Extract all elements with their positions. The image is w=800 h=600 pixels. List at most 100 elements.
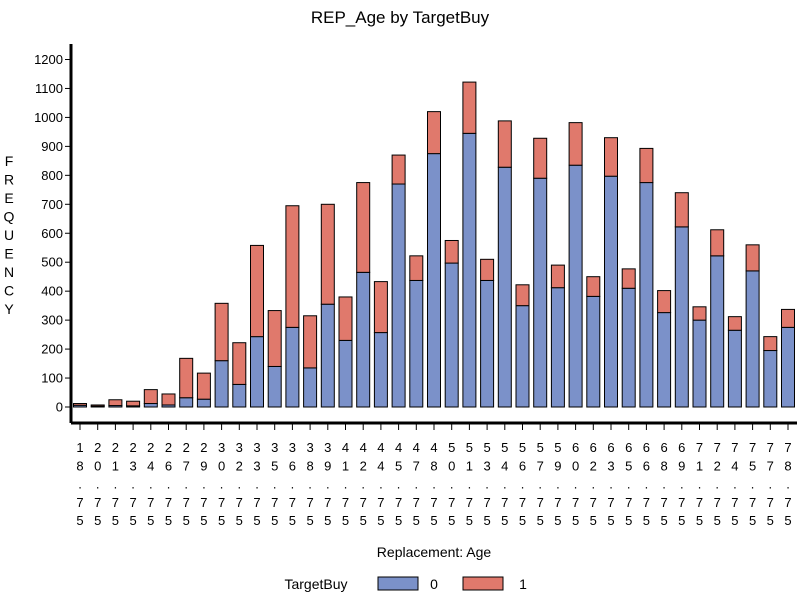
y-tick-label: 400	[41, 284, 63, 299]
bar-segment-series-1	[303, 315, 318, 369]
bar-segment-series-0	[710, 255, 725, 408]
bar-segment-series-0	[657, 312, 672, 408]
bar-segment-series-0	[250, 336, 264, 408]
bar-segment-series-1	[639, 147, 654, 184]
bar-segment-series-0	[621, 287, 636, 408]
bar-segment-series-0	[285, 326, 300, 408]
bar-segment-series-0	[480, 279, 495, 408]
bar-segment-series-0	[267, 365, 282, 408]
bar-segment-series-0	[674, 226, 689, 408]
y-tick-label: 0	[56, 400, 63, 415]
bar-segment-series-1	[621, 268, 636, 289]
bar-segment-series-0	[692, 319, 707, 408]
bar-segment-series-0	[214, 360, 229, 408]
legend-label-0: 0	[430, 576, 438, 592]
bar-segment-series-1	[320, 203, 335, 305]
bar-segment-series-1	[126, 400, 141, 407]
y-tick-label: 1100	[35, 81, 63, 96]
legend-swatch-1	[462, 576, 504, 591]
y-tick-label: 200	[41, 342, 63, 357]
bar-segment-series-1	[338, 296, 353, 341]
bar-segment-series-1	[73, 403, 87, 406]
bar-segment-series-0	[409, 279, 424, 408]
bar-segment-series-1	[480, 258, 495, 281]
bar-segment-series-1	[586, 276, 601, 297]
bar-segment-series-1	[267, 310, 282, 367]
bar-segment-series-0	[586, 295, 601, 408]
bar-segment-series-1	[108, 399, 123, 407]
bar-segment-series-1	[604, 137, 618, 177]
bar-segment-series-1	[90, 404, 105, 407]
bar-segment-series-0	[179, 397, 194, 408]
bar-segment-series-1	[674, 192, 689, 228]
bar-segment-series-1	[179, 357, 194, 399]
bar-segment-series-1	[568, 122, 583, 166]
bar-segment-series-0	[338, 339, 353, 408]
bar-segment-series-0	[550, 287, 565, 408]
bar-segment-series-0	[533, 177, 548, 408]
bar-segment-series-1	[232, 342, 247, 385]
chart-title: REP_Age by TargetBuy	[311, 8, 490, 27]
bar-segment-series-0	[781, 326, 795, 408]
bar-segment-series-0	[462, 132, 477, 408]
bar-segment-series-1	[214, 302, 229, 362]
bar-segment-series-0	[391, 183, 406, 408]
bar-segment-series-1	[763, 336, 778, 352]
bar-segment-series-1	[515, 284, 530, 307]
legend-swatch-0	[377, 576, 419, 591]
bar-segment-series-0	[303, 367, 318, 408]
bar-segment-series-1	[250, 244, 264, 338]
bar-segment-series-1	[143, 389, 158, 405]
bar-segment-series-1	[161, 393, 176, 406]
bar-segment-series-1	[373, 281, 388, 334]
bar-segment-series-1	[692, 306, 707, 321]
bar-segment-series-1	[497, 120, 512, 168]
bar-segment-series-0	[727, 329, 742, 408]
bar-segment-series-0	[515, 305, 530, 408]
legend-title: TargetBuy	[284, 576, 347, 592]
bar-segment-series-0	[497, 166, 512, 408]
bar-segment-series-0	[604, 175, 618, 408]
y-tick-label: 300	[41, 313, 63, 328]
bar-segment-series-0	[320, 303, 335, 408]
y-tick-label: 900	[41, 139, 63, 154]
bar-segment-series-1	[391, 154, 406, 185]
bar-segment-series-0	[373, 332, 388, 408]
bar-segment-series-0	[639, 182, 654, 408]
y-tick-label: 500	[41, 255, 63, 270]
bar-segment-series-1	[710, 229, 725, 257]
bar-segment-series-1	[462, 81, 477, 134]
